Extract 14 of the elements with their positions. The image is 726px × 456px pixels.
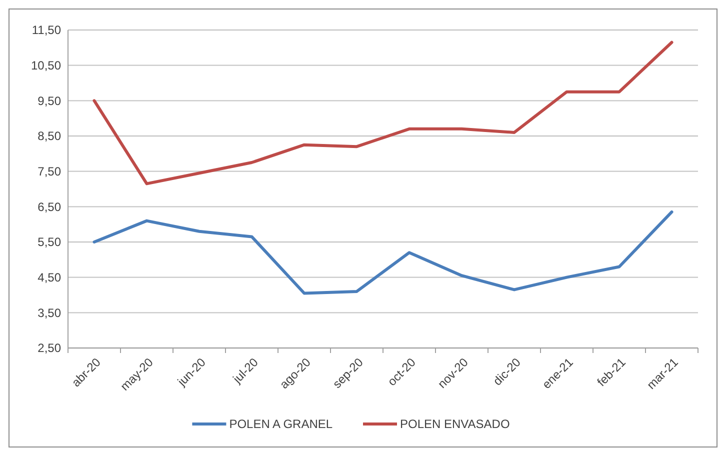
y-tick-label: 5,50 [38, 235, 62, 250]
y-tick-label: 7,50 [38, 164, 62, 179]
y-tick-label: 4,50 [38, 270, 62, 285]
y-tick-label: 8,50 [38, 129, 62, 144]
y-tick-label: 9,50 [38, 94, 62, 108]
y-tick-label: 6,50 [38, 200, 62, 214]
y-tick-label: 10,50 [30, 58, 62, 73]
line-series [92, 40, 674, 186]
y-tick-label: 3,50 [38, 306, 62, 320]
y-tick-label: 2,50 [38, 341, 62, 356]
legend-label: POLEN ENVASADO [400, 417, 510, 432]
line-series [92, 210, 674, 295]
legend-label: POLEN A GRANEL [229, 417, 333, 432]
y-tick-label: 11,50 [32, 23, 62, 38]
